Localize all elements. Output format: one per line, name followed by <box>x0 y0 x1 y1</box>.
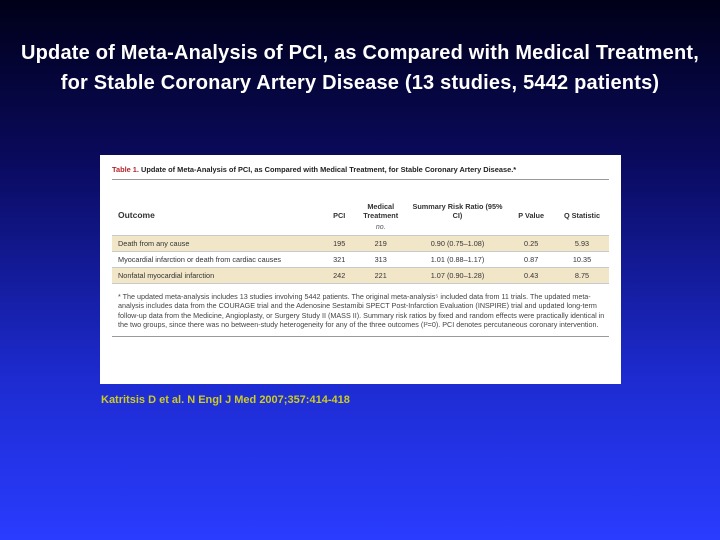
header-outcome: Outcome <box>118 210 155 220</box>
row-medical: 313 <box>353 251 408 268</box>
table-row: Myocardial infarction or death from card… <box>112 251 609 268</box>
row-pci: 195 <box>324 235 354 252</box>
row-outcome: Death from any cause <box>112 235 325 252</box>
unit-label: no. <box>353 220 408 236</box>
table-footnote: * The updated meta-analysis includes 13 … <box>118 292 605 330</box>
row-qstat: 8.75 <box>555 267 609 284</box>
row-qstat: 10.35 <box>555 251 609 268</box>
row-medical: 219 <box>353 235 408 252</box>
table-figure: Table 1. Update of Meta-Analysis of PCI,… <box>100 155 621 384</box>
row-pvalue: 0.87 <box>507 251 556 268</box>
table-top-rule <box>112 179 609 180</box>
row-pci: 321 <box>324 251 354 268</box>
table-row: Death from any cause 195 219 0.90 (0.75–… <box>112 235 609 252</box>
row-outcome: Myocardial infarction or death from card… <box>112 251 325 268</box>
header-pci: PCI <box>333 211 346 220</box>
row-pci: 242 <box>324 267 354 284</box>
row-ratio: 1.07 (0.90–1.28) <box>407 267 508 284</box>
row-ratio: 1.01 (0.88–1.17) <box>407 251 508 268</box>
row-outcome: Nonfatal myocardial infarction <box>112 267 325 284</box>
table-caption: Table 1. Update of Meta-Analysis of PCI,… <box>112 165 609 176</box>
row-medical: 221 <box>353 267 408 284</box>
header-qstat: Q Statistic <box>563 211 601 220</box>
slide-title: Update of Meta-Analysis of PCI, as Compa… <box>21 42 699 94</box>
table-bottom-rule <box>112 335 609 337</box>
citation: Katritsis D et al. N Engl J Med 2007;357… <box>101 394 350 406</box>
row-ratio: 0.90 (0.75–1.08) <box>407 235 508 252</box>
table-row: Nonfatal myocardial infarction 242 221 1… <box>112 267 609 284</box>
row-pvalue: 0.43 <box>507 267 556 284</box>
table-label: Table 1. <box>112 165 139 174</box>
results-table: Outcome PCI Medical Treatment Summary Ri… <box>112 180 609 284</box>
header-medical: Medical Treatment <box>363 202 399 220</box>
header-ratio: Summary Risk Ratio (95% CI) <box>412 202 503 220</box>
row-pvalue: 0.25 <box>507 235 556 252</box>
header-pvalue: P Value <box>518 211 545 220</box>
table-caption-text: Update of Meta-Analysis of PCI, as Compa… <box>141 165 517 174</box>
row-qstat: 5.93 <box>555 235 609 252</box>
